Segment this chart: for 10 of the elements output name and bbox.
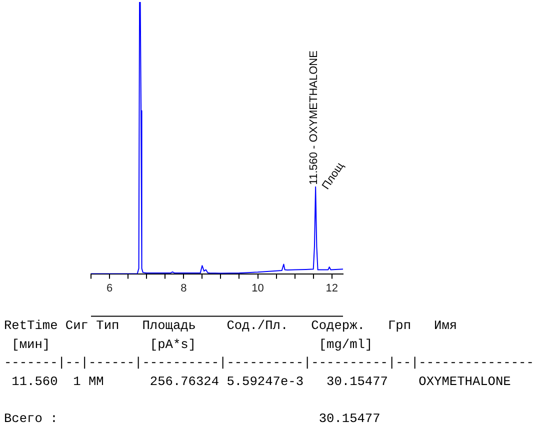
text: RetTime Сиг Тип Площадь Сод./Пл. Содерж. Грп Имя	[4, 317, 458, 335]
text: Всего : 30.15477	[4, 410, 382, 428]
x-tick-label: 12	[326, 282, 338, 294]
annotation: 11.560 - OXYMETHALONE	[308, 50, 320, 185]
text: -------|--|------|----------|----------|----------|--|---------------	[4, 354, 534, 372]
x-tick-label: 8	[180, 282, 187, 294]
text: 11.560 1 MM 256.76324 5.59247e-3 30.15477 OXYMETHALONE	[10, 372, 512, 391]
text: [мин] [pA*s] [mg/ml]	[10, 336, 374, 354]
x-tick-label: 10	[252, 282, 264, 294]
x-tick-label: 6	[106, 282, 113, 294]
